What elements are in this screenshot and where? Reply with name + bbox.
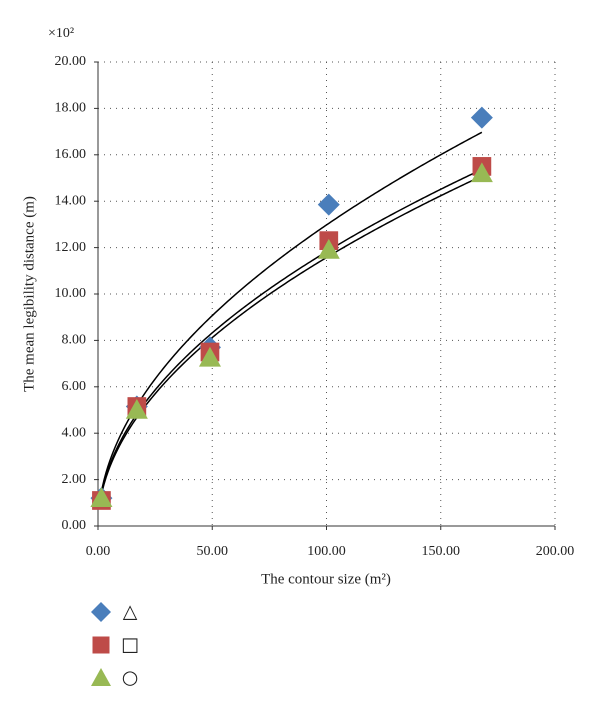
- y-tick-label: 2.00: [62, 472, 87, 487]
- x-tick-label: 150.00: [422, 544, 461, 559]
- triangle-marker: [317, 238, 340, 259]
- legend-label: □: [121, 634, 139, 656]
- y-tick-label: 16.00: [55, 147, 87, 162]
- y-tick-label: 20.00: [55, 54, 87, 69]
- legend-label: ○: [122, 667, 139, 689]
- x-tick-label: 200.00: [536, 544, 575, 559]
- triangle-marker: [125, 399, 148, 419]
- diamond-marker: [317, 193, 340, 216]
- triangle-marker: [198, 346, 221, 367]
- y-tick-label: 8.00: [62, 333, 87, 348]
- triangle-marker: [90, 487, 113, 507]
- square-marker: [92, 636, 110, 654]
- x-axis-title: The contour size (m²): [261, 571, 391, 587]
- triangle-marker: [470, 162, 493, 183]
- fit-curve: [99, 175, 483, 501]
- y-tick-label: 14.00: [55, 193, 87, 208]
- diamond-marker: [470, 106, 493, 129]
- y-tick-label: 10.00: [55, 286, 87, 301]
- multiplier: ×10²: [48, 26, 74, 41]
- y-tick-label: 18.00: [55, 101, 87, 116]
- x-tick-label: 50.00: [197, 544, 229, 559]
- x-tick-label: 0.00: [86, 544, 111, 559]
- y-tick-label: 0.00: [62, 518, 87, 533]
- y-tick-label: 12.00: [55, 240, 87, 255]
- y-axis-title: The mean legibility distance (m): [21, 196, 37, 392]
- legend-label: △: [123, 601, 138, 623]
- x-tick-label: 100.00: [307, 544, 346, 559]
- fit-curve: [99, 168, 483, 500]
- diamond-marker: [91, 602, 111, 622]
- fit-curve: [99, 131, 483, 499]
- triangle-marker: [91, 668, 111, 686]
- y-tick-label: 4.00: [62, 425, 87, 440]
- y-tick-label: 6.00: [62, 379, 87, 394]
